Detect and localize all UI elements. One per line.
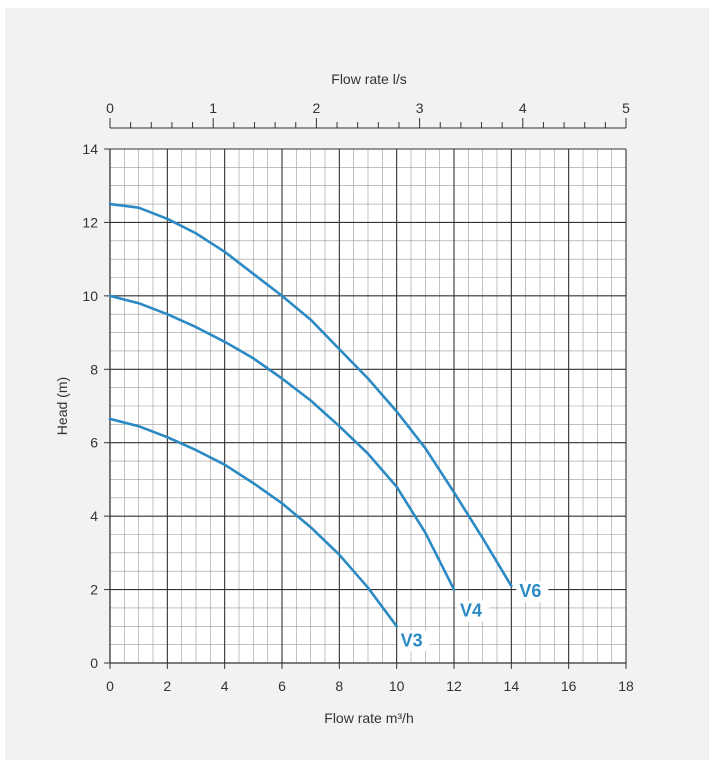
y-tick-label: 14: [82, 141, 98, 157]
x-tick-label: 4: [221, 678, 229, 694]
x-tick-label: 2: [163, 678, 171, 694]
series-label-bg: [457, 600, 489, 622]
y-tick-label: 0: [90, 655, 98, 671]
x-axis-title: Flow rate m³/h: [324, 710, 413, 726]
series-label-v6: V6: [519, 581, 541, 601]
x-tick-label: 14: [504, 678, 520, 694]
x2-tick-label: 0: [106, 100, 114, 116]
series-label-v4: V4: [460, 601, 482, 621]
x2-tick-label: 2: [313, 100, 321, 116]
series-line-v3: [108, 417, 398, 628]
x2-tick-label: 4: [519, 100, 527, 116]
series-line-v6: [108, 202, 513, 588]
x-tick-label: 16: [561, 678, 577, 694]
axes: [104, 118, 627, 669]
x-tick-label: 0: [106, 678, 114, 694]
y-tick-label: 4: [90, 508, 98, 524]
x2-tick-label: 3: [416, 100, 424, 116]
series-lines: V3 V4 V6: [108, 202, 549, 652]
series-line-v4: [108, 294, 456, 591]
x-tick-label: 12: [446, 678, 462, 694]
x-tick-label: 8: [335, 678, 343, 694]
x-tick-label: 18: [618, 678, 634, 694]
y-axis-title: Head (m): [54, 377, 70, 435]
y-tick-label: 10: [82, 288, 98, 304]
y-tick-label: 6: [90, 435, 98, 451]
series-label-bg: [516, 580, 549, 602]
series-label-v3: V3: [401, 630, 423, 650]
x-tick-label: 10: [389, 678, 405, 694]
x2-tick-label: 5: [622, 100, 630, 116]
y-tick-label: 8: [90, 361, 98, 377]
x2-axis-title: Flow rate l/s: [331, 71, 406, 87]
x2-tick-label: 1: [209, 100, 217, 116]
x-tick-label: 6: [278, 678, 286, 694]
y-tick-label: 2: [90, 582, 98, 598]
series-label-bg: [397, 630, 430, 652]
y-tick-label: 12: [82, 214, 98, 230]
